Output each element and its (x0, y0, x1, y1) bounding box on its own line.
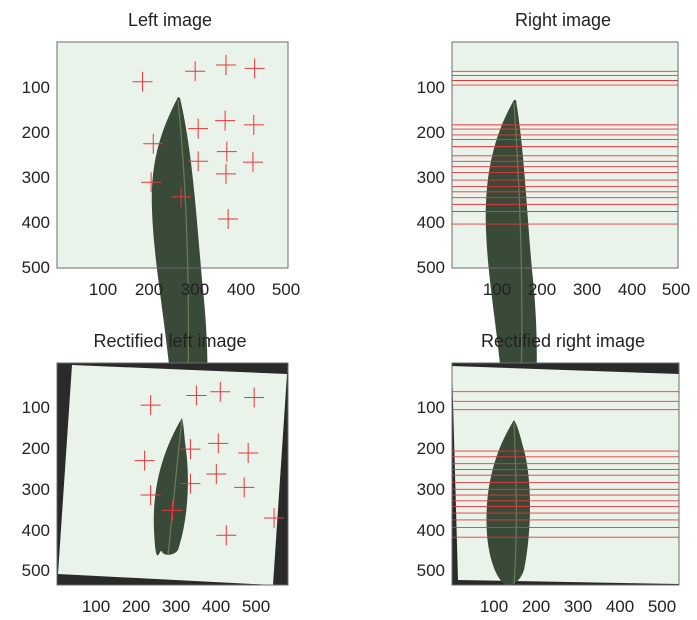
y-tick-label: 400 (22, 213, 50, 232)
y-tick-label: 100 (22, 78, 50, 97)
correspondence-markers (132, 55, 265, 230)
correspondence-marker (216, 525, 237, 546)
y-tick-label: 200 (22, 123, 50, 142)
x-tick-label: 500 (648, 597, 676, 616)
correspondence-markers (134, 381, 285, 546)
correspondence-marker (171, 186, 192, 207)
epipolar-lines (452, 70, 678, 225)
x-tick-label: 400 (202, 597, 230, 616)
y-tick-label: 400 (22, 521, 50, 540)
panel-title-left-image: Left image (128, 10, 212, 30)
y-tick-label: 100 (417, 398, 445, 417)
correspondence-marker (143, 133, 164, 154)
y-tick-label: 300 (22, 480, 50, 499)
correspondence-marker (134, 450, 155, 471)
y-axis-ticks: 100 200 300 400 500 (22, 78, 50, 277)
x-tick-label: 400 (618, 280, 646, 299)
image-frame (56, 41, 289, 269)
y-tick-label: 400 (417, 213, 445, 232)
y-axis-ticks: 100 200 300 400 500 (417, 78, 445, 277)
x-tick-label: 100 (89, 280, 117, 299)
y-tick-label: 300 (417, 480, 445, 499)
y-tick-label: 200 (22, 439, 50, 458)
x-tick-label: 100 (82, 597, 110, 616)
y-tick-label: 500 (417, 258, 445, 277)
correspondence-marker (162, 500, 183, 521)
x-tick-label: 200 (522, 597, 550, 616)
y-axis-ticks: 100 200 300 400 500 (22, 398, 50, 580)
correspondence-marker (238, 442, 259, 463)
y-tick-label: 200 (417, 123, 445, 142)
leaf-image (153, 418, 188, 556)
panel-title-rectified-right-image: Rectified right image (481, 331, 645, 351)
x-tick-label: 500 (662, 280, 690, 299)
correspondence-marker (132, 71, 153, 92)
y-tick-label: 500 (22, 561, 50, 580)
correspondence-marker (215, 110, 236, 131)
x-axis-ticks: 100 200 300 400 500 (89, 280, 300, 299)
panel-title-rectified-left-image: Rectified left image (93, 331, 246, 351)
x-tick-label: 400 (227, 280, 255, 299)
correspondence-marker (210, 381, 231, 402)
correspondence-marker (243, 114, 264, 135)
correspondence-marker (140, 485, 161, 506)
x-tick-label: 400 (606, 597, 634, 616)
x-tick-label: 300 (564, 597, 592, 616)
correspondence-marker (242, 152, 263, 173)
correspondence-marker (180, 439, 201, 460)
x-tick-label: 300 (573, 280, 601, 299)
image-frame (451, 41, 679, 269)
y-tick-label: 300 (22, 168, 50, 187)
y-axis-ticks: 100 200 300 400 500 (417, 398, 445, 580)
x-tick-label: 200 (528, 280, 556, 299)
correspondence-marker (180, 473, 201, 494)
y-tick-label: 300 (417, 168, 445, 187)
x-tick-label: 300 (181, 280, 209, 299)
x-tick-label: 100 (483, 280, 511, 299)
correspondence-marker (185, 61, 206, 82)
x-tick-label: 500 (272, 280, 300, 299)
y-tick-label: 200 (417, 439, 445, 458)
image-frame (56, 362, 289, 586)
x-axis-ticks: 100 200 300 400 500 (483, 280, 690, 299)
correspondence-marker (141, 172, 162, 193)
x-axis-ticks: 100 200 300 400 500 (480, 597, 676, 616)
correspondence-marker (234, 477, 255, 498)
x-tick-label: 200 (122, 597, 150, 616)
panel-left-image: Left image 100 200 300 400 500 100 200 3… (22, 10, 300, 448)
panel-rectified-right-image: Rectified right image 100 200 300 400 50… (417, 331, 680, 616)
correspondence-marker (244, 387, 265, 408)
image-frame (451, 362, 680, 586)
epipolar-lines (452, 391, 679, 538)
y-tick-label: 100 (22, 398, 50, 417)
correspondence-marker (188, 118, 209, 139)
x-tick-label: 500 (242, 597, 270, 616)
correspondence-marker (208, 433, 229, 454)
x-tick-label: 100 (480, 597, 508, 616)
correspondence-marker (218, 209, 239, 230)
x-axis-ticks: 100 200 300 400 500 (82, 597, 270, 616)
correspondence-marker (206, 464, 227, 484)
correspondence-marker (140, 395, 161, 416)
correspondence-marker (216, 141, 237, 162)
y-tick-label: 500 (22, 258, 50, 277)
y-tick-label: 100 (417, 78, 445, 97)
correspondence-marker (186, 385, 207, 406)
x-tick-label: 300 (162, 597, 190, 616)
y-tick-label: 400 (417, 521, 445, 540)
panel-rectified-left-image: Rectified left image 100 200 300 400 500… (22, 331, 289, 616)
panel-title-right-image: Right image (515, 10, 611, 30)
y-tick-label: 500 (417, 561, 445, 580)
x-tick-label: 200 (135, 280, 163, 299)
correspondence-marker (264, 508, 285, 529)
correspondence-marker (244, 58, 265, 79)
correspondence-marker (188, 151, 209, 172)
correspondence-marker (215, 55, 236, 76)
correspondence-marker (215, 163, 236, 184)
